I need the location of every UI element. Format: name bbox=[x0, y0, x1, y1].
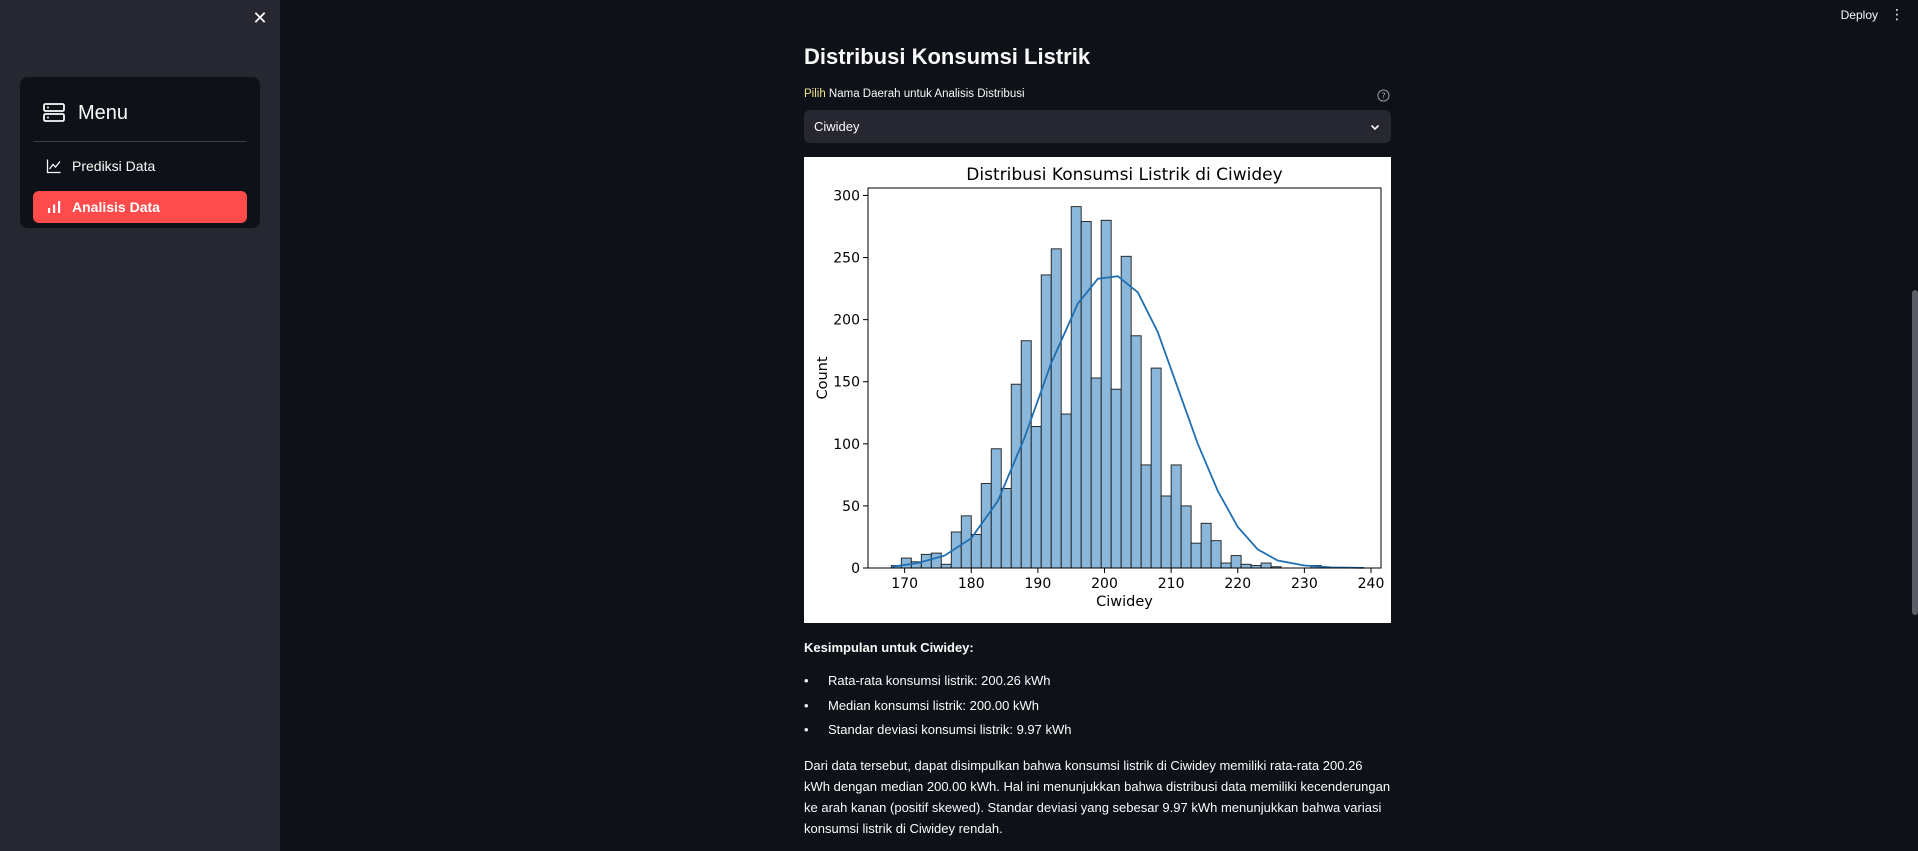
histogram-bar bbox=[1000, 488, 1012, 569]
x-tick-label: 180 bbox=[958, 576, 985, 592]
histogram-bar bbox=[1240, 563, 1252, 569]
select-label-text: Nama Daerah untuk Analisis Distribusi bbox=[825, 88, 1025, 100]
page-title: Distribusi Konsumsi Listrik bbox=[804, 44, 1091, 69]
histogram-bar bbox=[1110, 388, 1122, 569]
y-tick-label: 200 bbox=[833, 313, 860, 329]
histogram-bar bbox=[1030, 425, 1042, 569]
y-tick-label: 0 bbox=[851, 561, 860, 577]
histogram-bar bbox=[1200, 522, 1212, 569]
sidebar-item-analisis-data[interactable]: Analisis Data bbox=[33, 191, 247, 223]
histogram-bar bbox=[1090, 377, 1102, 569]
more-options-icon[interactable]: ⋮ bbox=[1890, 6, 1904, 22]
x-tick-label: 230 bbox=[1291, 576, 1318, 592]
histogram-bar bbox=[1210, 540, 1222, 569]
server-icon bbox=[43, 103, 65, 122]
chevron-down-icon bbox=[1370, 124, 1380, 130]
sidebar: ✕ Menu Prediksi Data Analisis D bbox=[0, 0, 280, 851]
deploy-button[interactable]: Deploy bbox=[1840, 8, 1878, 22]
histogram-bar bbox=[1260, 562, 1272, 569]
histogram-bar bbox=[1230, 555, 1242, 569]
plot-frame bbox=[867, 187, 1382, 569]
y-tick-label: 250 bbox=[833, 251, 860, 267]
histogram-bar bbox=[900, 557, 912, 569]
histogram-bar bbox=[1080, 221, 1092, 569]
region-select[interactable]: Ciwidey bbox=[804, 110, 1391, 143]
histogram-bar bbox=[980, 483, 992, 569]
histogram-bar bbox=[1130, 335, 1142, 569]
summary-mean: Rata-rata konsumsi listrik: 200.26 kWh bbox=[804, 671, 1391, 692]
menu-card: Menu Prediksi Data Analisis Data bbox=[20, 77, 260, 228]
histogram-bar bbox=[1040, 274, 1052, 569]
histogram-bar bbox=[1010, 383, 1022, 569]
y-tick-label: 50 bbox=[842, 499, 860, 515]
menu-title: Menu bbox=[78, 101, 129, 124]
select-label-highlight: Pilih bbox=[804, 88, 826, 100]
histogram-bar bbox=[940, 563, 952, 569]
histogram-bar bbox=[970, 534, 982, 569]
histogram-svg: 170 180 190 200 210 220 230 240 0 50 100 150 200 250 3… bbox=[815, 165, 1385, 610]
x-tick-label: 170 bbox=[891, 576, 918, 592]
y-axis-label: Count bbox=[815, 356, 831, 399]
region-select-value: Ciwidey bbox=[814, 119, 860, 134]
histogram-bar bbox=[1070, 206, 1082, 569]
svg-text:?: ? bbox=[1381, 90, 1385, 100]
x-tick-label: 220 bbox=[1224, 576, 1251, 592]
help-icon[interactable]: ? bbox=[1377, 89, 1390, 102]
summary-list: Rata-rata konsumsi listrik: 200.26 kWh M… bbox=[804, 671, 1391, 741]
x-axis-label: Ciwidey bbox=[1096, 594, 1153, 610]
close-sidebar-icon[interactable]: ✕ bbox=[252, 8, 268, 28]
y-tick-label: 300 bbox=[833, 188, 860, 204]
x-tick-label: 190 bbox=[1025, 576, 1052, 592]
y-tick-label: 100 bbox=[833, 437, 860, 453]
line-chart-icon bbox=[46, 159, 61, 174]
histogram-bar bbox=[1160, 495, 1172, 569]
histogram-bar bbox=[1020, 340, 1032, 569]
histogram-bar bbox=[1120, 255, 1132, 569]
summary-median: Median konsumsi listrik: 200.00 kWh bbox=[804, 696, 1391, 717]
histogram-bar bbox=[1220, 562, 1232, 569]
histogram-bar bbox=[1180, 505, 1192, 569]
sidebar-item-label: Prediksi Data bbox=[72, 158, 156, 174]
histogram-bar bbox=[1140, 464, 1152, 569]
bar-chart-icon bbox=[48, 201, 61, 213]
histogram-bar bbox=[1150, 367, 1162, 569]
histogram-bar bbox=[1050, 248, 1062, 569]
x-tick-label: 210 bbox=[1158, 576, 1185, 592]
y-tick-label: 150 bbox=[833, 375, 860, 391]
scrollbar[interactable] bbox=[1912, 290, 1918, 615]
histogram-bar bbox=[1190, 542, 1202, 569]
histogram-bar bbox=[1170, 464, 1182, 569]
x-tick-label: 240 bbox=[1358, 576, 1385, 592]
chart-title: Distribusi Konsumsi Listrik di Ciwidey bbox=[966, 165, 1282, 185]
histogram-chart: 170 180 190 200 210 220 230 240 0 50 100 150 200 250 3… bbox=[804, 157, 1391, 623]
histogram-bar bbox=[1060, 413, 1072, 569]
x-tick-label: 200 bbox=[1091, 576, 1118, 592]
kde-line bbox=[891, 275, 1365, 569]
summary-heading: Kesimpulan untuk Ciwidey: bbox=[804, 640, 974, 655]
summary-std: Standar deviasi konsumsi listrik: 9.97 k… bbox=[804, 720, 1391, 741]
summary-section: Kesimpulan untuk Ciwidey: Rata-rata kons… bbox=[804, 638, 1391, 839]
sidebar-item-label: Analisis Data bbox=[72, 199, 160, 215]
summary-paragraph: Dari data tersebut, dapat disimpulkan ba… bbox=[804, 758, 1391, 837]
menu-header: Menu bbox=[33, 91, 247, 142]
select-label: Pilih Nama Daerah untuk Analisis Distrib… bbox=[804, 88, 1025, 100]
sidebar-item-prediksi-data[interactable]: Prediksi Data bbox=[33, 150, 247, 182]
histogram-bar bbox=[1100, 219, 1112, 569]
histogram-bar bbox=[930, 552, 942, 569]
